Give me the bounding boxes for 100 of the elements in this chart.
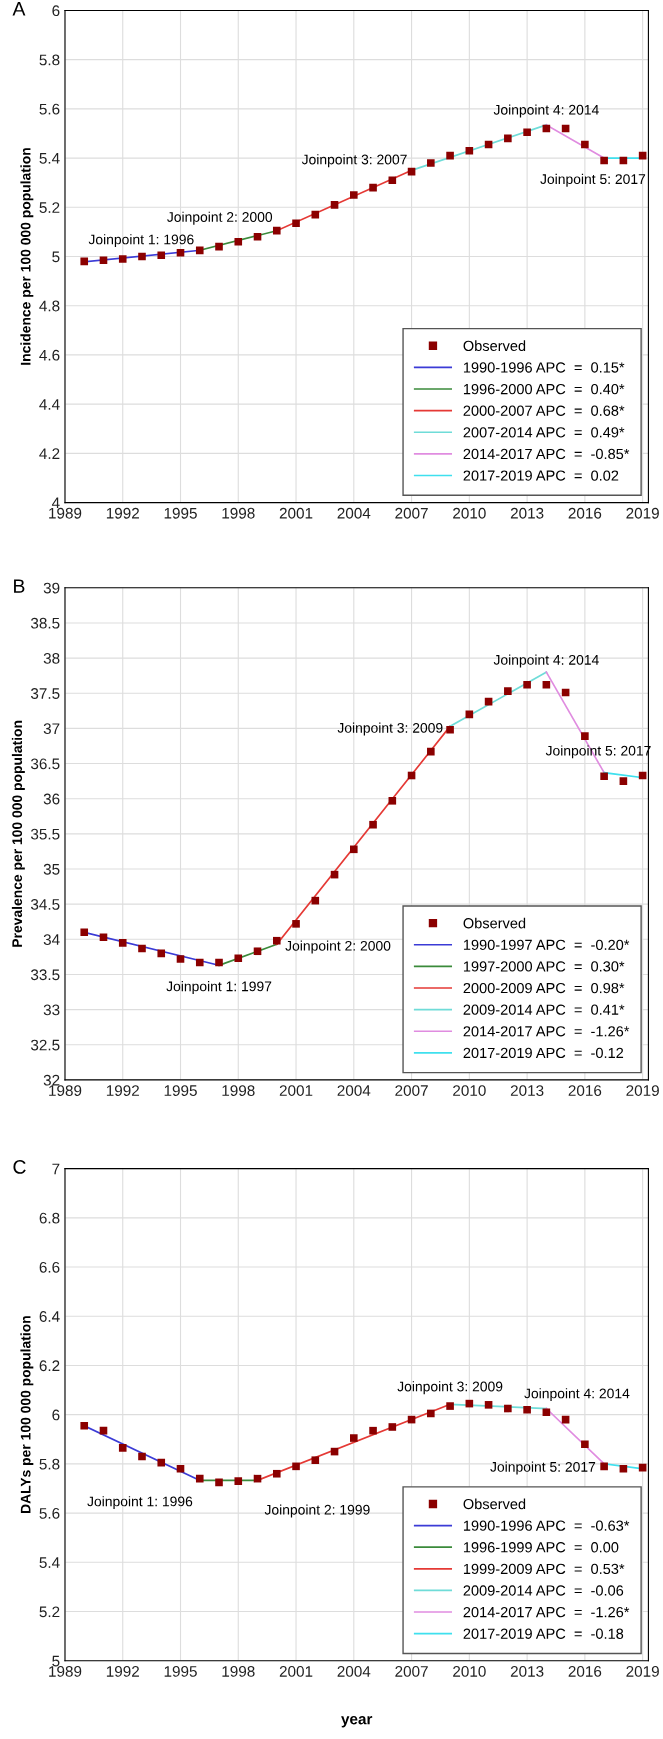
point	[619, 1465, 628, 1473]
x-tick-label: 2001	[279, 507, 313, 519]
x-tick-label: 2007	[395, 507, 428, 519]
y-tick-label: 6.2	[39, 1360, 60, 1372]
point	[350, 1434, 358, 1442]
point	[99, 933, 108, 941]
point	[484, 1401, 493, 1409]
y-tick-label: 5.4	[39, 153, 60, 164]
legend-label: Observed	[463, 917, 526, 929]
x-tick-label: 2007	[395, 1085, 428, 1096]
point	[581, 1440, 589, 1449]
point	[215, 1478, 223, 1487]
point	[369, 1426, 377, 1435]
x-tick-label: 2007	[395, 1666, 428, 1677]
x-tick-label: 1992	[106, 1666, 139, 1677]
legend-label: 2014-2017 APC = -1.26*	[463, 1606, 630, 1618]
point	[523, 681, 531, 689]
x-tick-label: 1989	[49, 1666, 82, 1677]
x-tick-label: 2004	[337, 507, 371, 519]
annotation: Joinpoint 2: 2000	[167, 211, 273, 225]
y-tick-label: 34.5	[30, 899, 60, 910]
legend-label: 1996-2000 APC = 0.40*	[463, 383, 625, 395]
point	[446, 726, 454, 734]
annotation: Joinpoint 3: 2009	[397, 1381, 503, 1395]
x-tick-label: 1995	[164, 507, 197, 519]
x-tick-label: 1992	[106, 507, 139, 519]
point	[195, 1474, 204, 1483]
point	[272, 1469, 281, 1478]
legend-label: 2014-2017 APC = -1.26*	[463, 1026, 630, 1037]
point	[292, 1462, 300, 1471]
point	[330, 201, 339, 209]
legend-label: 2017-2019 APC = -0.18	[463, 1628, 624, 1639]
point	[118, 1444, 127, 1452]
y-tick-label: 38	[43, 652, 60, 664]
x-tick-label: 1995	[164, 1666, 197, 1677]
y-tick-label: 38.5	[30, 617, 60, 629]
y-tick-label: 5.8	[39, 54, 60, 66]
point	[581, 140, 589, 149]
point	[234, 954, 243, 963]
point	[311, 1456, 320, 1464]
point	[446, 151, 454, 160]
y-tick-label: 4	[51, 497, 60, 509]
y-tick-label: 4.6	[39, 349, 60, 361]
legend-label: 1990-1997 APC = -0.20*	[463, 939, 630, 950]
y-tick-label: 4.2	[39, 448, 60, 459]
legend-label: Observed	[463, 1498, 526, 1510]
x-tick-label: 2013	[510, 1666, 544, 1677]
point	[388, 1423, 397, 1431]
point	[80, 1421, 89, 1430]
annotation: Joinpoint 5: 2017	[490, 1461, 596, 1475]
legend-label: 1990-1996 APC = 0.15*	[463, 362, 625, 373]
point	[504, 1404, 512, 1413]
annotation: Joinpoint 1: 1997	[166, 981, 272, 995]
x-tick-label: 1995	[164, 1085, 197, 1096]
point	[234, 1477, 243, 1485]
point	[600, 156, 608, 165]
point	[523, 1405, 531, 1414]
y-tick-label: 6	[52, 1409, 60, 1421]
point	[427, 1409, 435, 1418]
point	[600, 772, 608, 780]
point	[234, 237, 243, 246]
y-tick-label: 37	[43, 723, 60, 735]
x-tick-label: 2010	[453, 1666, 486, 1677]
point	[157, 949, 166, 958]
y-tick-label: 6	[52, 5, 60, 17]
legend-label: 1999-2009 APC = 0.53*	[463, 1563, 625, 1575]
legend-label: 2000-2009 APC = 0.98*	[463, 982, 625, 994]
chart-title: B	[14, 579, 25, 593]
y-tick-label: 6.6	[39, 1261, 60, 1273]
point	[157, 1458, 166, 1467]
point	[581, 732, 589, 740]
point	[292, 920, 300, 928]
point	[504, 134, 512, 143]
point	[369, 183, 377, 192]
x-tick-label: 1998	[222, 1085, 255, 1096]
point	[215, 958, 223, 967]
point	[292, 219, 300, 228]
annotation: Joinpoint 2: 2000	[285, 940, 391, 954]
point	[118, 939, 127, 947]
y-tick-label: 5.2	[39, 1606, 60, 1618]
y-axis-title: DALYs per 100 000 population	[20, 1316, 34, 1514]
x-tick-label: 2001	[279, 1085, 313, 1096]
x-tick-label: 2013	[510, 507, 544, 519]
point	[350, 845, 358, 854]
y-axis-title: Prevalence per 100 000 population	[11, 720, 25, 947]
legend-label: 2009-2014 APC = 0.41*	[463, 1004, 625, 1015]
y-tick-label: 5.6	[39, 103, 60, 115]
annotation: Joinpoint 1: 1996	[88, 234, 194, 248]
legend-label: 1990-1996 APC = -0.63*	[463, 1520, 630, 1531]
point	[388, 797, 397, 805]
chart-title: C	[13, 1160, 26, 1174]
x-tick-label: 2016	[568, 1666, 602, 1677]
x-tick-label: 2019	[626, 507, 659, 519]
legend-label: 1997-2000 APC = 0.30*	[463, 961, 625, 972]
y-tick-label: 37.5	[30, 688, 60, 699]
y-tick-label: 6.4	[39, 1311, 60, 1322]
point	[157, 251, 166, 260]
y-tick-label: 36.5	[30, 758, 60, 770]
x-tick-label: 1992	[106, 1085, 139, 1096]
point	[176, 955, 185, 963]
